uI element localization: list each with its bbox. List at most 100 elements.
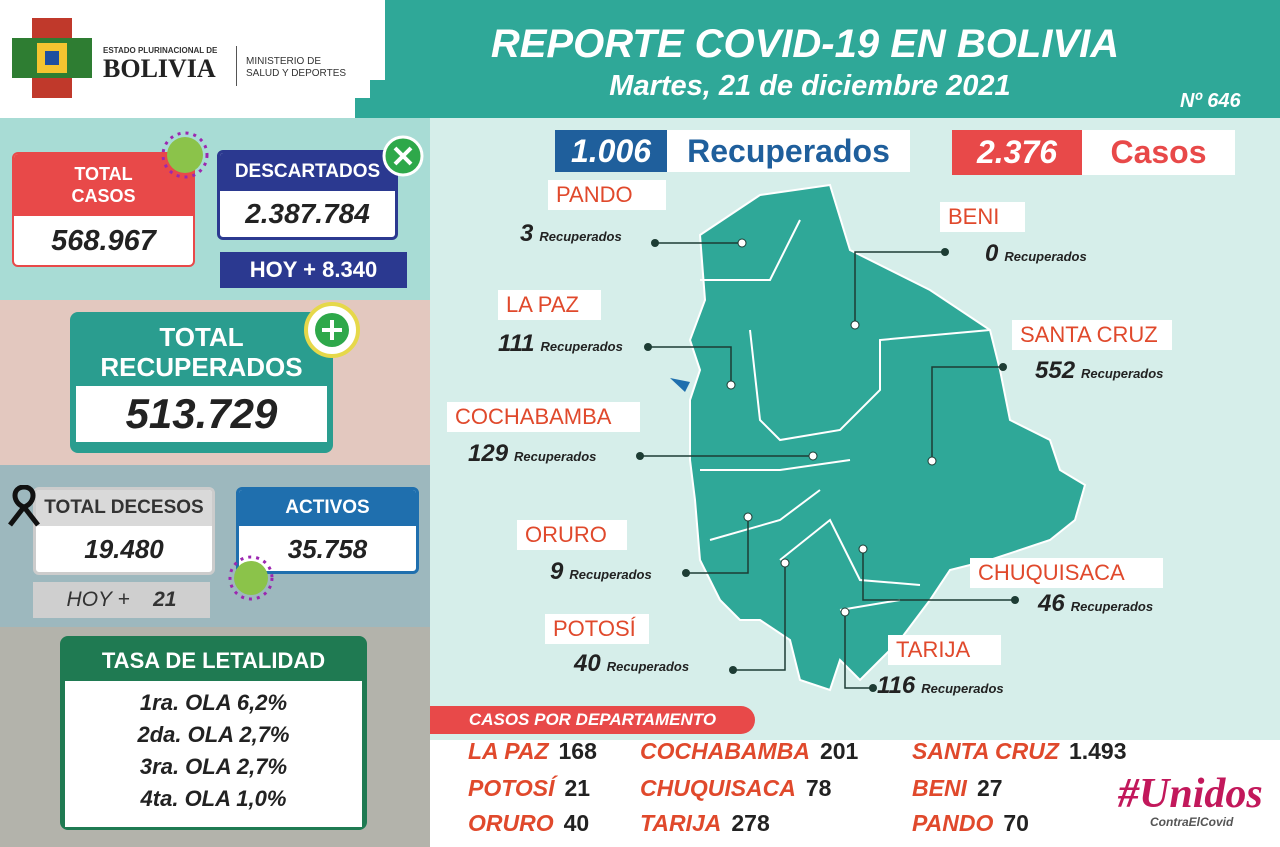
value: 9: [550, 558, 564, 585]
dept-name: SANTA CRUZ: [1012, 320, 1172, 350]
card-header: DESCARTADOS: [220, 153, 395, 191]
dept-name: POTOSÍ: [468, 775, 555, 801]
dept-name: POTOSÍ: [545, 614, 649, 644]
dept-recovered: 3 Recuperados: [520, 220, 622, 248]
case-cell: POTOSÍ 21: [468, 775, 590, 802]
case-cell: TARIJA 278: [640, 810, 770, 837]
ministry: MINISTERIO DE SALUD Y DEPORTES: [246, 56, 346, 80]
unit: Recuperados: [606, 659, 690, 674]
dept-name: ORURO: [468, 810, 554, 836]
dept-recovered: 111 Recuperados: [498, 330, 623, 358]
virus-icon: [161, 131, 209, 179]
value: 129: [468, 440, 509, 467]
dept-cases: 27: [976, 775, 1003, 801]
dept-name: LA PAZ: [468, 738, 549, 764]
value: 19.480: [84, 533, 164, 564]
value: 35.758: [287, 533, 368, 564]
value: 2.387.784: [245, 198, 370, 229]
logo-big: BOLIVIA: [103, 54, 216, 83]
report-number: Nº 646: [1180, 90, 1241, 112]
dept-cases: 168: [558, 738, 597, 764]
dept-name: ORURO: [517, 520, 627, 550]
value: 111: [498, 330, 535, 357]
value: 552: [1035, 357, 1076, 384]
plus-icon: [304, 302, 360, 358]
label: CASOS: [71, 186, 136, 206]
case-cell: PANDO 70: [912, 810, 1029, 837]
header-white: [0, 0, 385, 118]
label: Recuperados: [687, 132, 890, 169]
ministry-line: MINISTERIO DE: [246, 56, 322, 67]
card-header: TOTAL CASOS: [14, 154, 193, 216]
dept-recovered: 0 Recuperados: [985, 240, 1087, 268]
deaths-today: HOY + 21: [33, 582, 210, 618]
logo-small: ESTADO PLURINACIONAL DE: [103, 46, 218, 55]
dept-name: CHUQUISACA: [640, 775, 796, 801]
dept-cases: 201: [819, 738, 859, 764]
card-header: TOTAL DECESOS: [36, 490, 212, 526]
lethality-list: 1ra. OLA 6,2% 2da. OLA 2,7% 3ra. OLA 2,7…: [65, 681, 362, 827]
label: TOTAL: [159, 322, 244, 352]
dept-name: SANTA CRUZ: [912, 738, 1059, 764]
unit: Recuperados: [514, 449, 597, 464]
dept-recovered: 129 Recuperados: [468, 440, 596, 468]
cases-panel: [430, 740, 1280, 847]
dept-cases: 40: [563, 810, 590, 836]
lethality: TASA DE LETALIDAD 1ra. OLA 6,2% 2da. OLA…: [60, 636, 367, 830]
value: 46: [1038, 590, 1065, 617]
label: TOTAL: [74, 164, 133, 184]
dept-name: PANDO: [548, 180, 666, 210]
divider: [236, 46, 237, 86]
unit: Recuperados: [540, 339, 623, 354]
case-cell: CHUQUISACA 78: [640, 775, 831, 802]
value: 40: [574, 650, 601, 677]
case-cell: SANTA CRUZ 1.493: [912, 738, 1127, 765]
x-icon: [382, 135, 424, 177]
total-recovered: TOTAL RECUPERADOS 513.729: [70, 312, 333, 453]
label: HOY +: [66, 588, 130, 611]
unit: Recuperados: [921, 681, 1004, 696]
dept-recovered: 9 Recuperados: [550, 558, 652, 586]
case-cell: COCHABAMBA 201: [640, 738, 858, 765]
dept-recovered: 46 Recuperados: [1038, 590, 1153, 618]
dept-name: TARIJA: [888, 635, 1001, 665]
value: 2.376: [952, 130, 1082, 175]
value: 513.729: [76, 386, 327, 442]
card-header: TOTAL RECUPERADOS: [76, 318, 327, 386]
cases-title: CASOS POR DEPARTAMENTO: [430, 706, 755, 734]
value: 21: [153, 588, 177, 611]
hashtag-sub: ContraElCovid: [1150, 815, 1234, 829]
unit: Recuperados: [1004, 249, 1087, 264]
date: Martes, 21 de diciembre 2021: [609, 70, 1011, 102]
row: 3ra. OLA 2,7%: [139, 754, 288, 779]
active: ACTIVOS 35.758: [236, 487, 419, 574]
label: Casos: [1110, 134, 1207, 170]
dept-cases: 1.493: [1068, 738, 1127, 764]
discarded: DESCARTADOS 2.387.784: [217, 150, 398, 240]
today-recovered: 1.006 Recuperados: [555, 130, 910, 172]
unit: Recuperados: [539, 229, 622, 244]
row: 1ra. OLA 6,2%: [139, 690, 288, 715]
dept-cases: 278: [731, 810, 770, 836]
dept-recovered: 40 Recuperados: [574, 650, 689, 678]
unit: Recuperados: [1081, 366, 1164, 381]
logo-emblem: [12, 18, 92, 98]
dept-name: BENI: [912, 775, 967, 801]
row: 4ta. OLA 1,0%: [140, 786, 287, 811]
ministry-line: SALUD Y DEPORTES: [246, 68, 347, 79]
unit: Recuperados: [569, 567, 652, 582]
deaths: TOTAL DECESOS 19.480: [33, 487, 215, 575]
value: 568.967: [51, 224, 156, 257]
value: 0: [985, 240, 999, 267]
value: 1.006: [555, 130, 667, 172]
value: 116: [877, 672, 916, 699]
dept-name: COCHABAMBA: [447, 402, 640, 432]
dept-recovered: 116 Recuperados: [877, 672, 1004, 700]
card-header: ACTIVOS: [239, 490, 416, 526]
dept-name: CHUQUISACA: [970, 558, 1163, 588]
dept-cases: 70: [1003, 810, 1029, 836]
row: 2da. OLA 2,7%: [137, 722, 290, 747]
dept-name: COCHABAMBA: [640, 738, 810, 764]
mourning-ribbon: [8, 485, 40, 527]
